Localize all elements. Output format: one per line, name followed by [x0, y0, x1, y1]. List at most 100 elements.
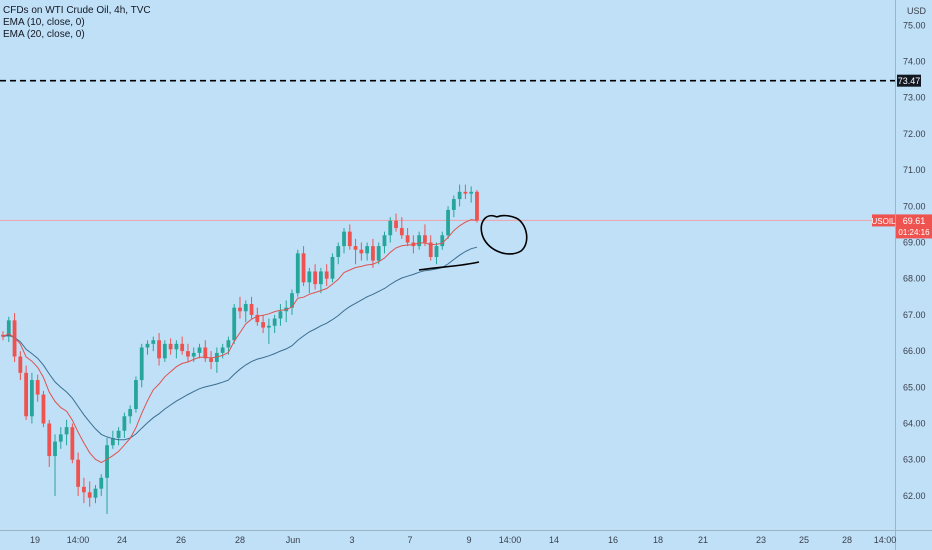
candle-body	[35, 380, 40, 395]
x-tick-label: 16	[608, 535, 618, 545]
symbol-tag-label: USOIL	[871, 217, 896, 226]
candle-body	[197, 347, 202, 353]
x-tick-label: 18	[653, 535, 663, 545]
candle-body	[255, 314, 260, 323]
candle-body	[272, 318, 277, 326]
candle-body	[232, 307, 237, 341]
y-tick-label: 74.00	[903, 57, 926, 67]
candle-body	[405, 235, 410, 243]
candle-body	[428, 242, 433, 257]
candle-body	[6, 320, 11, 337]
x-tick-label: 9	[466, 535, 471, 545]
price-axis-background[interactable]	[895, 0, 932, 550]
candle-body	[451, 199, 456, 210]
drawn-underline[interactable]	[418, 261, 480, 271]
candle-body	[226, 340, 231, 348]
candle-body	[266, 325, 271, 328]
currency-label: USD	[907, 6, 927, 16]
candle-body	[394, 220, 398, 229]
candle-body	[475, 191, 479, 221]
drawn-circle[interactable]	[480, 214, 528, 255]
y-tick-label: 63.00	[903, 455, 926, 465]
candle-body	[174, 343, 179, 350]
candle-body	[168, 343, 173, 350]
candle-body	[249, 304, 254, 315]
candle-body	[324, 271, 329, 279]
y-tick-label: 73.00	[903, 93, 926, 103]
candle-body	[82, 486, 86, 493]
x-tick-label: 23	[756, 535, 766, 545]
x-tick-label: 14:00	[499, 535, 522, 545]
candle-body	[417, 235, 422, 247]
candle-body	[365, 246, 370, 254]
candle-body	[347, 231, 352, 247]
candle-body	[58, 434, 63, 442]
x-tick-label: 25	[799, 535, 809, 545]
x-tick-label: 14:00	[67, 535, 90, 545]
candle-body	[290, 293, 294, 308]
candle-body	[12, 320, 17, 357]
drawings	[418, 214, 528, 271]
ema20-line	[2, 246, 478, 441]
y-tick-label: 65.00	[903, 382, 926, 392]
candle-body	[110, 437, 115, 446]
candle-body	[446, 209, 450, 236]
candle-body	[209, 358, 213, 362]
candle-body	[128, 409, 133, 417]
x-tick-label: 3	[349, 535, 354, 545]
price-tag-bg	[896, 214, 932, 239]
candle-body	[99, 477, 104, 489]
y-tick-label: 67.00	[903, 310, 926, 320]
candle-body	[47, 423, 52, 457]
x-tick-label: Jun	[286, 535, 301, 545]
candle-body	[162, 343, 167, 359]
candle-body	[243, 304, 248, 312]
candle-body	[93, 488, 98, 498]
candles	[1, 184, 479, 514]
x-tick-label: 14	[549, 535, 559, 545]
plot-background	[0, 0, 895, 530]
axes: 75.00 74.00 73.00 72.00 71.00 70.00 69.00 68.00…	[30, 6, 927, 545]
candle-body	[382, 235, 387, 247]
y-tick-label: 62.00	[903, 491, 926, 501]
candle-body	[30, 380, 34, 417]
candle-body	[191, 352, 196, 357]
candle-body	[87, 492, 92, 498]
ema-lines	[2, 219, 478, 464]
candle-body	[203, 347, 208, 359]
candle-body	[76, 459, 81, 487]
candle-body	[440, 235, 445, 247]
candle-body	[214, 352, 219, 362]
x-tick-label: 19	[30, 535, 40, 545]
x-tick-label: 14:00	[874, 535, 897, 545]
candle-body	[457, 191, 462, 200]
y-tick-label: 66.00	[903, 346, 926, 356]
candle-body	[307, 271, 312, 283]
candle-body	[371, 246, 375, 261]
candle-body	[186, 351, 190, 357]
level-tag-label: 73.47	[898, 76, 921, 86]
candle-body	[116, 430, 121, 438]
candle-body	[301, 253, 306, 283]
level-tag-bg	[897, 74, 921, 87]
candle-body	[122, 416, 127, 431]
candle-body	[399, 228, 404, 236]
candle-body	[139, 347, 144, 381]
candle-body	[157, 340, 161, 359]
candle-body	[238, 307, 242, 312]
candle-body	[434, 246, 439, 257]
candle-body	[295, 253, 300, 294]
legend-ema10[interactable]: EMA (10, close, 0)	[3, 17, 85, 28]
legend-ema20[interactable]: EMA (20, close, 0)	[3, 29, 85, 40]
candle-body	[64, 427, 69, 435]
y-tick-label: 75.00	[903, 20, 926, 30]
candle-body	[180, 343, 185, 352]
candle-body	[24, 372, 29, 417]
candle-body	[41, 394, 46, 424]
candle-body	[278, 311, 283, 319]
candle-body	[319, 271, 323, 285]
x-tick-label: 28	[235, 535, 245, 545]
legend-title[interactable]: CFDs on WTI Crude Oil, 4h, TVC	[3, 5, 151, 16]
